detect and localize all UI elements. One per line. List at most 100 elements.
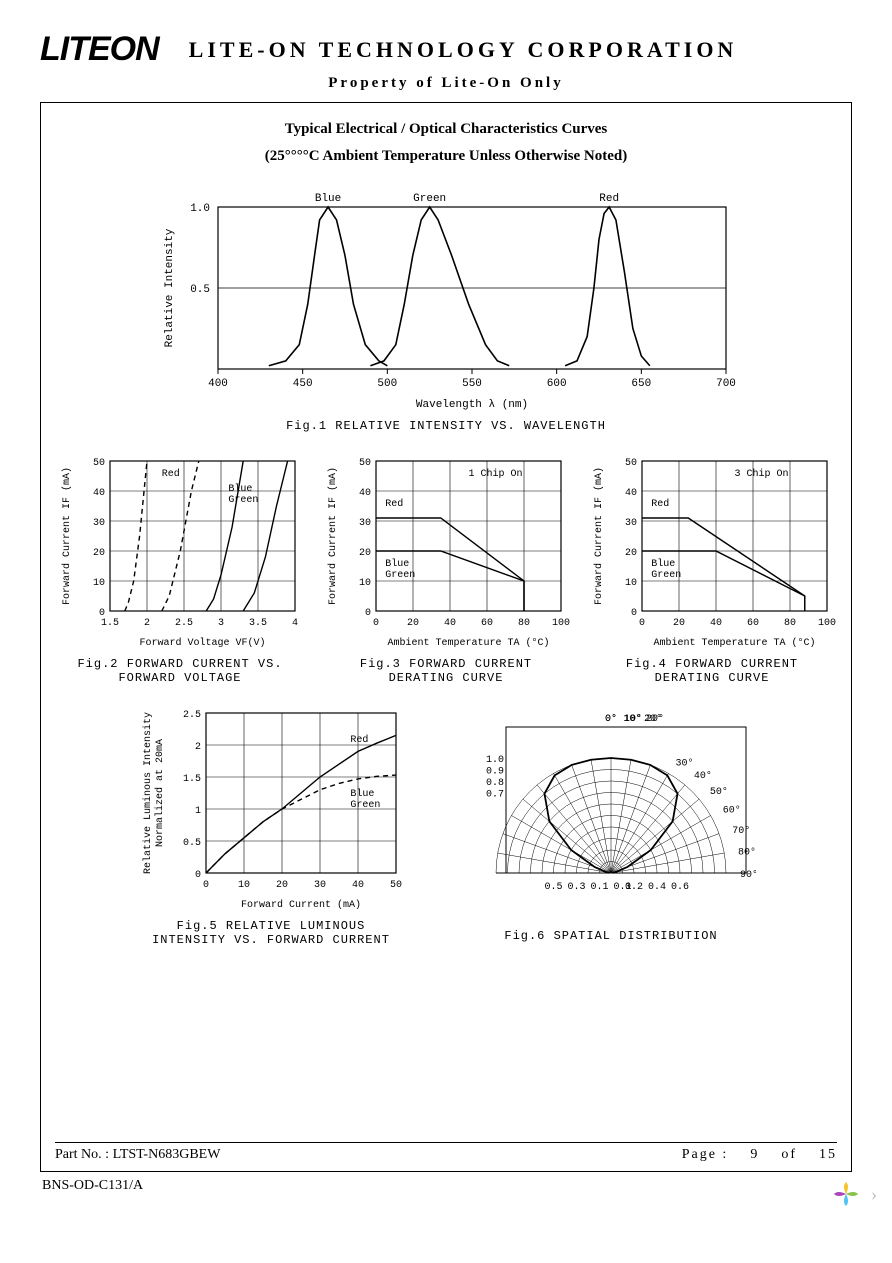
svg-text:Red: Red	[350, 734, 368, 746]
brand-logo: LITEON	[40, 30, 159, 69]
svg-text:Blue: Blue	[651, 558, 675, 570]
svg-text:60°: 60°	[723, 805, 741, 817]
svg-text:3: 3	[218, 618, 224, 629]
svg-text:0: 0	[365, 608, 371, 619]
svg-text:1: 1	[195, 806, 201, 817]
svg-text:Relative Luminous Intensity: Relative Luminous Intensity	[142, 712, 154, 874]
svg-text:0.6: 0.6	[671, 882, 689, 893]
company-name: LITE-ON TECHNOLOGY CORPORATION	[189, 37, 738, 63]
svg-text:0: 0	[195, 870, 201, 881]
svg-text:0.2: 0.2	[625, 882, 643, 893]
svg-text:50: 50	[390, 880, 402, 891]
svg-text:1.0: 1.0	[486, 755, 504, 766]
svg-text:50: 50	[93, 458, 105, 469]
svg-text:0.5: 0.5	[544, 882, 562, 893]
fig4-caption: Fig.4 FORWARD CURRENTDERATING CURVE	[626, 657, 798, 685]
svg-text:100: 100	[818, 618, 836, 629]
svg-text:40: 40	[444, 618, 456, 629]
svg-text:0: 0	[373, 618, 379, 629]
svg-text:10: 10	[93, 578, 105, 589]
svg-text:Ambient Temperature TA (°C): Ambient Temperature TA (°C)	[387, 637, 549, 649]
svg-text:Forward Voltage VF(V): Forward Voltage VF(V)	[139, 637, 265, 649]
fig5-caption: Fig.5 RELATIVE LUMINOUSINTENSITY VS. FOR…	[152, 919, 390, 947]
svg-text:Green: Green	[228, 495, 258, 506]
svg-text:40: 40	[352, 880, 364, 891]
svg-text:600: 600	[547, 378, 567, 390]
svg-text:700: 700	[716, 378, 736, 390]
fig3-caption: Fig.3 FORWARD CURRENTDERATING CURVE	[360, 657, 532, 685]
svg-text:450: 450	[293, 378, 313, 390]
svg-text:Red: Red	[385, 498, 403, 510]
svg-text:Green: Green	[385, 570, 415, 581]
svg-text:0°: 0°	[605, 713, 617, 725]
page-total: 15	[819, 1147, 837, 1162]
svg-text:0.7: 0.7	[486, 790, 504, 801]
svg-text:2: 2	[144, 618, 150, 629]
svg-text:30: 30	[359, 518, 371, 529]
svg-text:Forward Current IF (mA): Forward Current IF (mA)	[61, 467, 73, 605]
svg-text:1.5: 1.5	[101, 618, 119, 629]
svg-text:Red: Red	[599, 193, 619, 205]
svg-text:Blue: Blue	[350, 788, 374, 800]
svg-text:50: 50	[359, 458, 371, 469]
svg-text:40°: 40°	[694, 770, 712, 782]
fig1-caption: Fig.1 RELATIVE INTENSITY VS. WAVELENGTH	[286, 419, 606, 433]
svg-text:60: 60	[481, 618, 493, 629]
svg-text:2.5: 2.5	[183, 710, 201, 721]
svg-text:0: 0	[631, 608, 637, 619]
svg-text:50: 50	[625, 458, 637, 469]
svg-text:650: 650	[631, 378, 651, 390]
svg-text:Forward Current IF (mA): Forward Current IF (mA)	[593, 467, 605, 605]
svg-text:Wavelength λ (nm): Wavelength λ (nm)	[416, 399, 528, 411]
svg-text:30: 30	[314, 880, 326, 891]
property-line: Property of Lite-On Only	[40, 75, 852, 92]
svg-text:0.5: 0.5	[183, 838, 201, 849]
svg-text:20: 20	[93, 548, 105, 559]
flower-icon	[832, 1180, 860, 1208]
svg-text:Blue: Blue	[385, 558, 409, 570]
svg-text:Red: Red	[651, 498, 669, 510]
svg-text:70°: 70°	[732, 825, 750, 837]
svg-text:2.5: 2.5	[175, 618, 193, 629]
svg-text:40: 40	[625, 488, 637, 499]
svg-text:10: 10	[359, 578, 371, 589]
svg-text:20: 20	[625, 548, 637, 559]
svg-text:80: 80	[784, 618, 796, 629]
svg-text:0.1: 0.1	[590, 882, 608, 893]
svg-text:Green: Green	[413, 193, 446, 205]
svg-text:3.5: 3.5	[249, 618, 267, 629]
svg-text:Forward Current IF (mA): Forward Current IF (mA)	[327, 467, 339, 605]
svg-text:500: 500	[377, 378, 397, 390]
svg-text:Green: Green	[651, 570, 681, 581]
svg-text:Blue: Blue	[228, 483, 252, 495]
svg-text:100: 100	[552, 618, 570, 629]
svg-text:50°: 50°	[710, 786, 728, 798]
svg-text:10°: 10°	[624, 713, 642, 725]
svg-text:Ambient Temperature TA (°C): Ambient Temperature TA (°C)	[653, 637, 815, 649]
footer-row: Part No. : LTST-N683GBEW Page : 9 of 15	[55, 1142, 837, 1163]
svg-text:2: 2	[195, 742, 201, 753]
svg-text:20: 20	[407, 618, 419, 629]
svg-text:Normalized at 20mA: Normalized at 20mA	[154, 739, 166, 847]
svg-text:20: 20	[673, 618, 685, 629]
corner-widget: ›	[832, 1180, 882, 1208]
svg-text:60: 60	[747, 618, 759, 629]
main-title: Typical Electrical / Optical Characteris…	[55, 121, 837, 138]
svg-text:0.3: 0.3	[567, 882, 585, 893]
svg-text:1.0: 1.0	[190, 203, 210, 215]
svg-text:550: 550	[462, 378, 482, 390]
svg-text:1.5: 1.5	[183, 774, 201, 785]
svg-text:40: 40	[93, 488, 105, 499]
page-label: Page :	[682, 1147, 729, 1162]
fig6-chart: 0°10°20°0°10°20°30°40°50°60°70°80°90°1.0…	[466, 703, 756, 923]
svg-text:40: 40	[710, 618, 722, 629]
svg-text:Blue: Blue	[315, 193, 341, 205]
svg-text:20°: 20°	[646, 713, 664, 725]
fig6-caption: Fig.6 SPATIAL DISTRIBUTION	[504, 929, 717, 943]
page-of: of	[781, 1147, 797, 1162]
svg-text:80°: 80°	[738, 847, 756, 859]
svg-text:0.5: 0.5	[190, 284, 210, 296]
chevron-right-icon: ›	[866, 1186, 882, 1202]
fig2-caption: Fig.2 FORWARD CURRENT VS.FORWARD VOLTAGE	[77, 657, 282, 685]
svg-text:40: 40	[359, 488, 371, 499]
